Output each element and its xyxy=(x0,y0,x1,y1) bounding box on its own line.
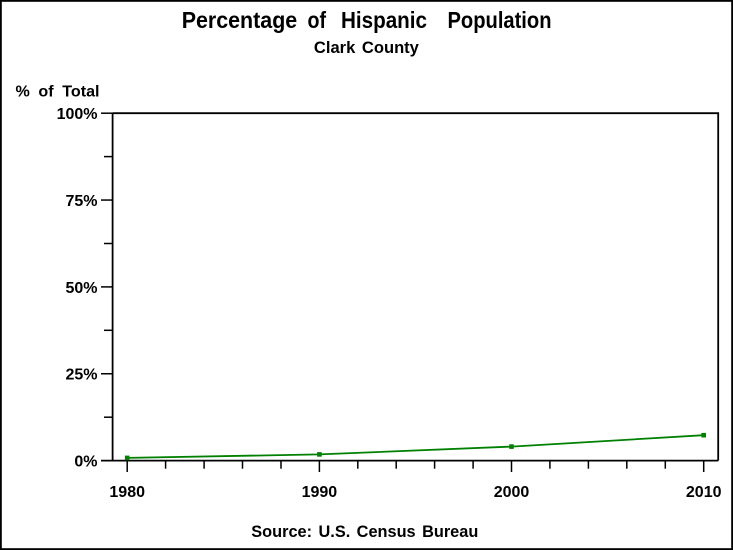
svg-text:1990: 1990 xyxy=(302,484,338,501)
svg-text:75%: 75% xyxy=(65,193,97,210)
svg-text:0%: 0% xyxy=(74,453,97,470)
svg-text:of: of xyxy=(308,7,327,33)
svg-text:Clark County: Clark County xyxy=(314,38,420,57)
svg-text:2010: 2010 xyxy=(686,484,722,501)
svg-text:50%: 50% xyxy=(65,280,97,297)
svg-text:25%: 25% xyxy=(65,367,97,384)
svg-text:100%: 100% xyxy=(57,106,98,123)
svg-text:% of Total: % of Total xyxy=(16,84,100,101)
svg-text:Hispanic: Hispanic xyxy=(341,7,427,33)
svg-text:Population: Population xyxy=(448,7,552,33)
svg-text:1980: 1980 xyxy=(109,484,145,501)
svg-text:Percentage: Percentage xyxy=(182,7,298,33)
svg-text:Source: U.S. Census Bureau: Source: U.S. Census Bureau xyxy=(251,522,478,541)
svg-text:2000: 2000 xyxy=(494,484,530,501)
